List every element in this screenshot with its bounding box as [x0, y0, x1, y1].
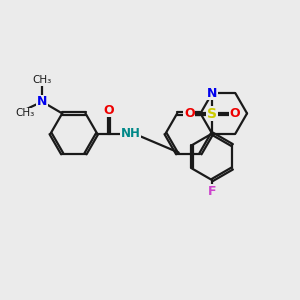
Text: F: F: [208, 185, 216, 198]
Text: N: N: [207, 87, 217, 100]
Text: CH₃: CH₃: [32, 75, 52, 85]
Text: O: O: [184, 107, 195, 120]
Text: CH₃: CH₃: [15, 109, 34, 118]
Text: NH: NH: [121, 127, 141, 140]
Text: N: N: [37, 95, 47, 108]
Text: O: O: [230, 107, 240, 120]
Text: S: S: [207, 107, 217, 121]
Text: O: O: [103, 104, 114, 117]
